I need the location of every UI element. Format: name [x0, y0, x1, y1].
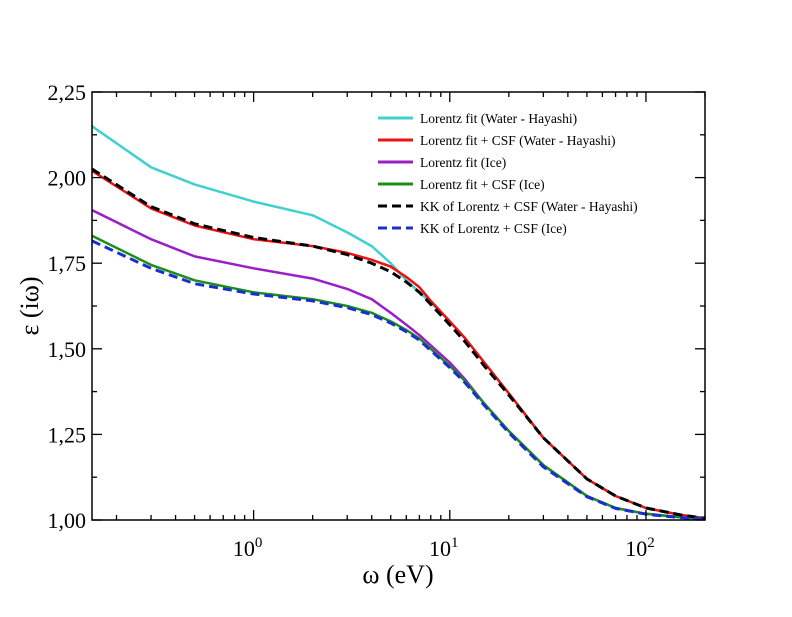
series-line-2: [91, 169, 706, 520]
x-axis-title: ω (eV): [362, 560, 433, 589]
legend-label-2: Lorentz fit + CSF (Water - Hayashi): [420, 133, 615, 148]
x-tick-label: 102: [625, 535, 655, 561]
legend-label-1: Lorentz fit (Water - Hayashi): [420, 111, 577, 126]
ticks-layer: [92, 91, 706, 521]
legend-label-3: Lorentz fit (Ice): [420, 155, 506, 170]
legend-label-4: Lorentz fit + CSF (Ice): [420, 177, 545, 192]
series-line-3: [91, 208, 706, 521]
y-axis-title: ε (iω): [15, 276, 44, 335]
y-tick-label: 1,25: [48, 422, 87, 447]
x-tick-label: 100: [233, 535, 262, 561]
y-tick-label: 1,75: [48, 251, 87, 276]
curves-layer: [91, 125, 706, 521]
legend-label-6: KK of Lorentz + CSF (Ice): [420, 221, 567, 236]
x-tick-label: 101: [429, 535, 459, 561]
y-tick-label: 2,00: [48, 166, 87, 191]
plot-frame: [91, 91, 706, 521]
y-tick-label: 2,25: [48, 80, 87, 105]
legend: Lorentz fit (Water - Hayashi) Lorentz fit…: [378, 111, 638, 236]
series-line-6: [91, 239, 706, 521]
series-line-5: [91, 167, 706, 520]
legend-label-5: KK of Lorentz + CSF (Water - Hayashi): [420, 199, 638, 214]
tick-labels-layer: 1,00 1,25 1,50 1,75 2,00 2,25 100 101 102: [48, 80, 655, 561]
y-tick-label: 1,00: [48, 508, 87, 533]
y-tick-label: 1,50: [48, 337, 87, 362]
